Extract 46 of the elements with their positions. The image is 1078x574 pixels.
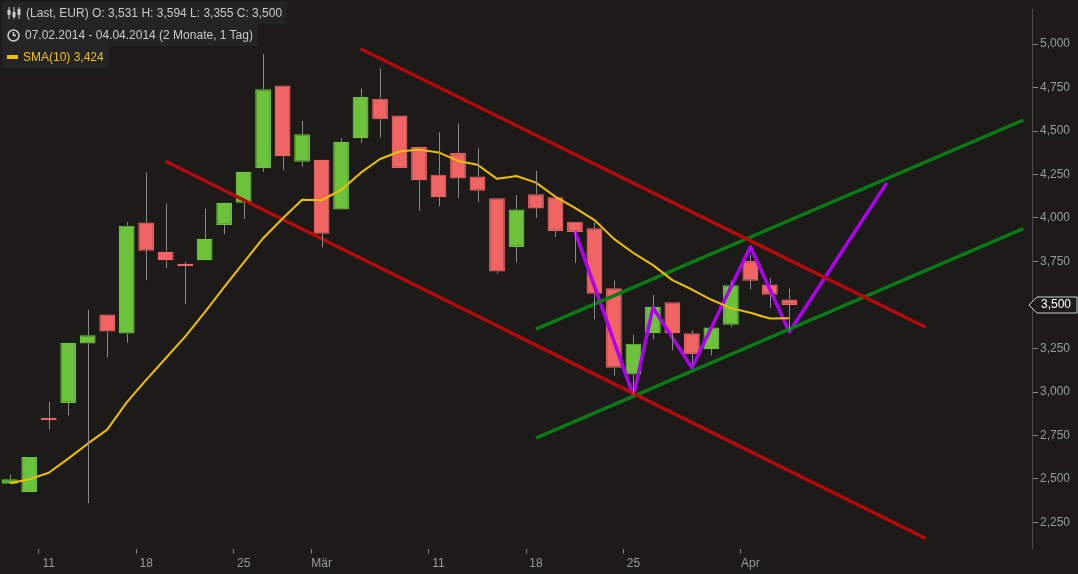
x-tick-label: 25 bbox=[626, 556, 641, 571]
candlestick bbox=[294, 120, 310, 168]
candlestick bbox=[547, 197, 564, 238]
x-tick-label: 11 bbox=[42, 556, 56, 571]
y-tick-label: 4,500 bbox=[1039, 123, 1071, 138]
text: 07.02.2014 - 04.04.2014 (2 Monate, 1 Tag) bbox=[25, 28, 253, 42]
candlestick bbox=[274, 85, 291, 171]
x-tick-label: 18 bbox=[139, 556, 154, 571]
candlestick bbox=[781, 288, 798, 331]
y-tick-label: 3,250 bbox=[1039, 340, 1071, 355]
candlestick bbox=[118, 221, 135, 344]
x-tick-label: Apr bbox=[741, 556, 760, 571]
candlestick bbox=[255, 53, 272, 173]
candlestick bbox=[196, 208, 213, 261]
y-tick-label: 2,500 bbox=[1039, 471, 1071, 486]
y-tick-label: 3,750 bbox=[1039, 253, 1071, 268]
chart-title: (Last, EUR) O: 3,531 H: 3,594 L: 3,355 C: 3,500 bbox=[26, 6, 283, 20]
y-tick-label: 4,750 bbox=[1039, 79, 1071, 94]
y-tick-label: 2,750 bbox=[1039, 427, 1071, 442]
candlestick bbox=[157, 203, 174, 269]
y-tick-label: 5,000 bbox=[1039, 36, 1071, 51]
candlestick bbox=[138, 172, 155, 281]
y-tick-label: 4,250 bbox=[1039, 166, 1071, 181]
candlestick bbox=[79, 309, 96, 504]
candlestick bbox=[489, 198, 505, 275]
y-tick-label: 4,000 bbox=[1039, 210, 1071, 225]
candlestick bbox=[664, 302, 681, 351]
text: 3,500 bbox=[1040, 297, 1072, 312]
candlestick bbox=[411, 147, 427, 212]
x-tick-label: 11 bbox=[432, 556, 446, 571]
candlestick bbox=[684, 329, 700, 365]
candlestick bbox=[216, 202, 233, 235]
y-tick-label: 3,000 bbox=[1039, 384, 1071, 399]
candlestick bbox=[352, 87, 369, 144]
candlestick bbox=[372, 68, 388, 139]
y-tick-label: 2,250 bbox=[1039, 514, 1071, 529]
candlestick bbox=[333, 137, 349, 210]
candlestick bbox=[508, 194, 525, 263]
legend-label: SMA(10) 3,424 bbox=[23, 50, 104, 64]
candlestick bbox=[450, 123, 466, 199]
candlestick bbox=[430, 131, 447, 207]
x-tick-label: 25 bbox=[236, 556, 251, 571]
candlestick bbox=[313, 159, 330, 248]
x-tick-label: 18 bbox=[529, 556, 543, 571]
x-tick-label: Mär bbox=[311, 556, 332, 571]
candlestick bbox=[60, 342, 77, 416]
